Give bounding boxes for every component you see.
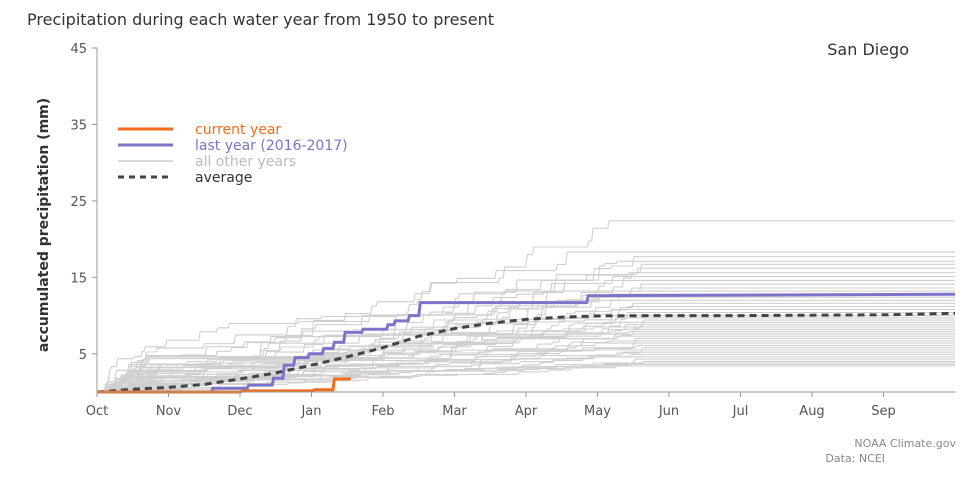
other-year-line: [97, 363, 955, 393]
y-axis-label: accumulated precipitation (mm): [36, 98, 52, 352]
other-year-line: [97, 293, 955, 393]
chart-title: Precipitation during each water year fro…: [27, 10, 494, 29]
other-year-line: [97, 251, 955, 393]
legend-label: current year: [195, 122, 281, 138]
last-year-line: [97, 292, 956, 394]
location-label: San Diego: [827, 40, 909, 59]
other-years-group: [97, 220, 955, 393]
y-tick-label: 5: [79, 348, 87, 363]
x-tick-label: Jun: [658, 404, 679, 419]
x-tick-label: Oct: [86, 404, 108, 419]
y-tick-label: 25: [70, 195, 87, 210]
x-tick-label: Jan: [300, 404, 321, 419]
average-line: [96, 311, 956, 394]
credit-line-1: NOAA Climate.gov: [854, 437, 956, 450]
x-tick-label: Apr: [515, 404, 538, 419]
x-tick-label: Jul: [732, 404, 749, 419]
x-ticks-group: Oct Nov Dec Jan Feb Mar Apr May Jun Jul Aug Sep: [86, 392, 896, 419]
y-tick-label: 35: [70, 118, 87, 133]
x-tick-label: Dec: [227, 404, 252, 419]
average-layer: [96, 311, 956, 394]
legend-label: average: [195, 170, 252, 186]
x-tick-label: Feb: [371, 404, 394, 419]
x-tick-label: May: [584, 404, 611, 419]
legend-label: last year (2016-2017): [195, 138, 348, 154]
last-year-layer: [97, 292, 956, 394]
x-tick-label: Aug: [799, 404, 824, 419]
y-tick-label: 15: [70, 271, 87, 286]
credit-line-2: Data: NCEI: [825, 452, 885, 465]
x-tick-label: Nov: [156, 404, 182, 419]
legend-label: all other years: [195, 154, 296, 170]
x-tick-label: Sep: [871, 404, 896, 419]
x-tick-label: Mar: [442, 404, 467, 419]
other-year-line: [97, 326, 955, 393]
y-ticks-group: 5 15 25 35 45: [70, 42, 97, 363]
other-year-line: [97, 311, 955, 393]
y-tick-label: 45: [70, 42, 87, 57]
